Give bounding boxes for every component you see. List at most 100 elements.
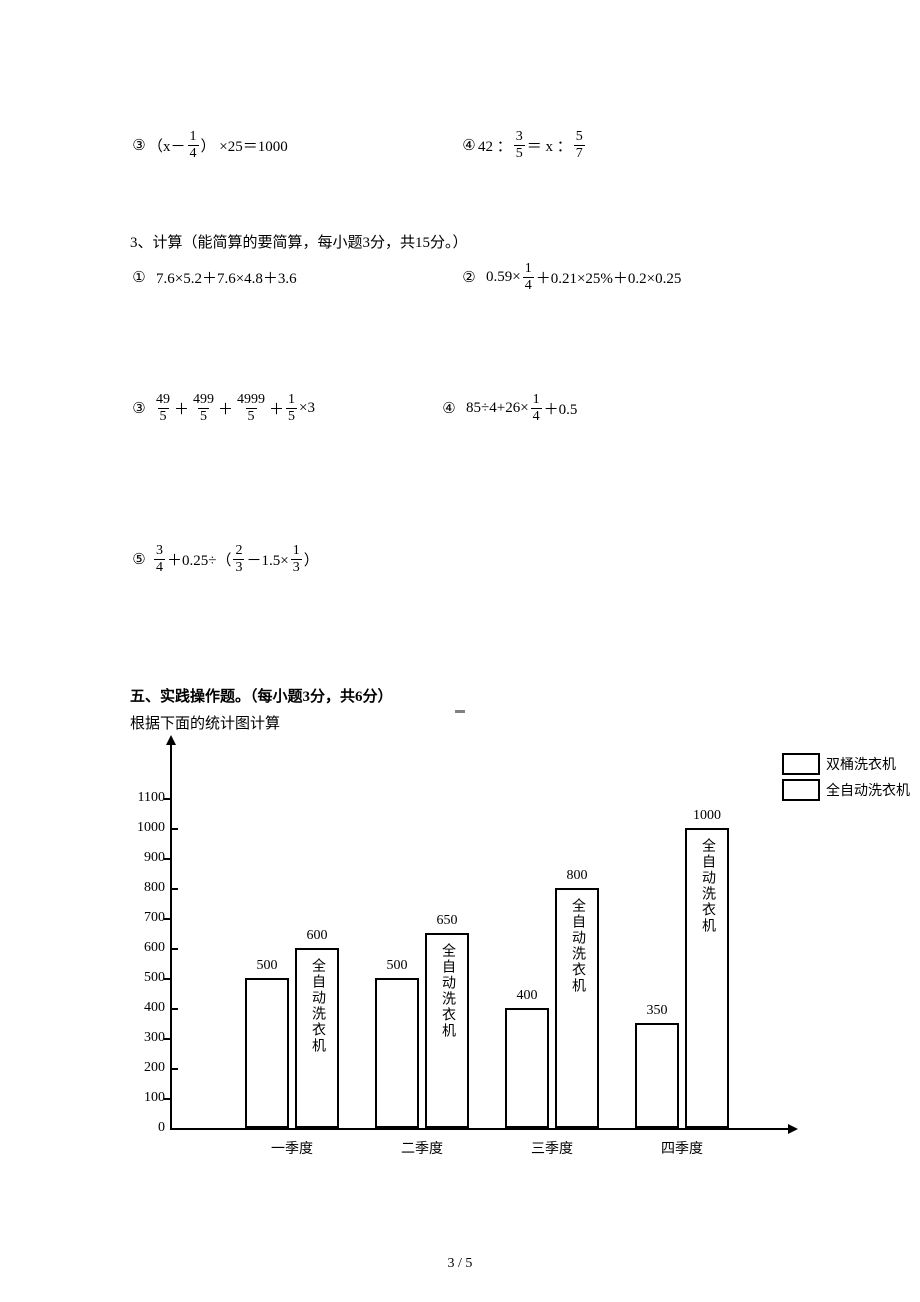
y-axis-label: 200 [115,1060,165,1076]
text: ） ×25＝1000 [201,135,288,156]
fraction: 15 [286,393,297,424]
y-axis-label: 1100 [115,790,165,806]
calc-q3: ③ 495 ＋ 4995 ＋ 49995 ＋ 15 ×3 [130,393,480,424]
bar-vertical-label: 全自动洗衣机 [437,943,457,1039]
y-tick [172,828,178,830]
bar-vertical-label: 全自动洗衣机 [307,958,327,1054]
y-tick [172,888,178,890]
text: 85÷4+26× [466,400,529,417]
marker: ② [460,268,478,287]
bar-value-label: 600 [292,928,342,944]
y-tick [172,1008,178,1010]
text: ） [304,549,319,570]
calc-q4: ④ 85÷4+26× 14 ＋0.5 [440,393,790,424]
chart-bar: 全自动洗衣机 [685,828,729,1128]
chart-bar [245,978,289,1128]
marker: ⑤ [130,550,148,569]
fraction: 14 [531,393,542,424]
x-axis-label: 一季度 [242,1138,342,1158]
bar-value-label: 350 [632,1003,682,1019]
y-axis-label: 800 [115,880,165,896]
section-5-title: 五、实践操作题。（每小题3分，共6分） [130,685,790,706]
legend-swatch [782,753,820,775]
y-tick [172,1128,178,1130]
y-axis-label: 600 [115,940,165,956]
legend-label: 双桶洗衣机 [826,754,896,774]
equation-row-1: ③ （x－ 1 4 ） ×25＝1000 ④ 42 ： 3 5 ＝ x ： 5 … [130,130,790,161]
calc-row-3: ⑤ 34 ＋0.25÷（ 23 －1.5× 13 ） [130,544,790,575]
text: 42 ： [478,135,512,156]
y-tick [172,948,178,950]
text: ＋0.21×25%＋0.2×0.25 [536,267,682,288]
y-axis [170,743,172,1128]
y-axis-label: 0 [115,1120,165,1136]
fraction: 1 4 [523,262,534,293]
chart-bar [505,1008,549,1128]
bar-chart: 双桶洗衣机 全自动洗衣机 010020030040050060070080090… [130,743,790,1163]
section-5-subtitle: 根据下面的统计图计算 [130,712,790,733]
calc-q5: ⑤ 34 ＋0.25÷（ 23 －1.5× 13 ） [130,544,790,575]
bar-vertical-label: 全自动洗衣机 [697,838,717,934]
calc-q1: ① 7.6×5.2＋7.6×4.8＋3.6 [130,267,460,288]
y-axis-label: 400 [115,1000,165,1016]
chart-bar [375,978,419,1128]
x-axis-label: 四季度 [632,1138,732,1158]
y-axis-label: 1000 [115,820,165,836]
equation-3: ③ （x－ 1 4 ） ×25＝1000 [130,130,460,161]
text: （x－ [148,135,186,156]
bar-value-label: 650 [422,913,472,929]
bar-value-label: 800 [552,868,602,884]
y-axis-label: 100 [115,1090,165,1106]
y-axis-label: 300 [115,1030,165,1046]
page-footer: 3 / 5 [0,1256,920,1272]
marker: ④ [440,399,458,418]
x-axis-label: 二季度 [372,1138,472,1158]
fraction: 23 [233,544,244,575]
y-axis-label: 500 [115,970,165,986]
fraction: 495 [154,393,172,424]
fraction: 13 [291,544,302,575]
text: ＝ x ： [527,135,572,156]
bar-vertical-label: 全自动洗衣机 [567,898,587,994]
calc-row-2: ③ 495 ＋ 4995 ＋ 49995 ＋ 15 ×3 ④ 85÷4+26× … [130,393,790,424]
text: ＋0.5 [544,398,578,419]
fraction: 5 7 [574,130,585,161]
chart-bar: 全自动洗衣机 [555,888,599,1128]
chart-bar: 全自动洗衣机 [425,933,469,1128]
center-mark [455,710,465,713]
bar-value-label: 1000 [682,808,732,824]
x-axis [170,1128,790,1130]
calc-row-1: ① 7.6×5.2＋7.6×4.8＋3.6 ② 0.59× 1 4 ＋0.21×… [130,262,790,293]
y-axis-label: 700 [115,910,165,926]
marker: ④ [460,136,478,155]
fraction: 1 4 [188,130,199,161]
legend-label: 全自动洗衣机 [826,780,910,800]
legend-item: 双桶洗衣机 [782,753,910,775]
legend-swatch [782,779,820,801]
fraction: 49995 [235,393,267,424]
marker: ① [130,268,148,287]
legend-item: 全自动洗衣机 [782,779,910,801]
fraction: 3 5 [514,130,525,161]
text: －1.5× [246,549,288,570]
text: 0.59× [486,269,521,286]
equation-4: ④ 42 ： 3 5 ＝ x ： 5 7 [460,130,790,161]
text: ＋0.25÷（ [167,549,231,570]
marker: ③ [130,136,148,155]
section-3-title: 3、计算（能简算的要简算，每小题3分，共15分。） [130,231,790,252]
x-axis-label: 三季度 [502,1138,602,1158]
text: ×3 [299,400,315,417]
chart-bar: 全自动洗衣机 [295,948,339,1128]
marker: ③ [130,399,148,418]
chart-legend: 双桶洗衣机 全自动洗衣机 [782,753,910,805]
chart-bar [635,1023,679,1128]
fraction: 34 [154,544,165,575]
y-tick [172,1068,178,1070]
calc-q2: ② 0.59× 1 4 ＋0.21×25%＋0.2×0.25 [460,262,790,293]
text: 7.6×5.2＋7.6×4.8＋3.6 [156,267,297,288]
bar-value-label: 400 [502,988,552,1004]
fraction: 4995 [191,393,216,424]
y-axis-label: 900 [115,850,165,866]
bar-value-label: 500 [372,958,422,974]
bar-value-label: 500 [242,958,292,974]
